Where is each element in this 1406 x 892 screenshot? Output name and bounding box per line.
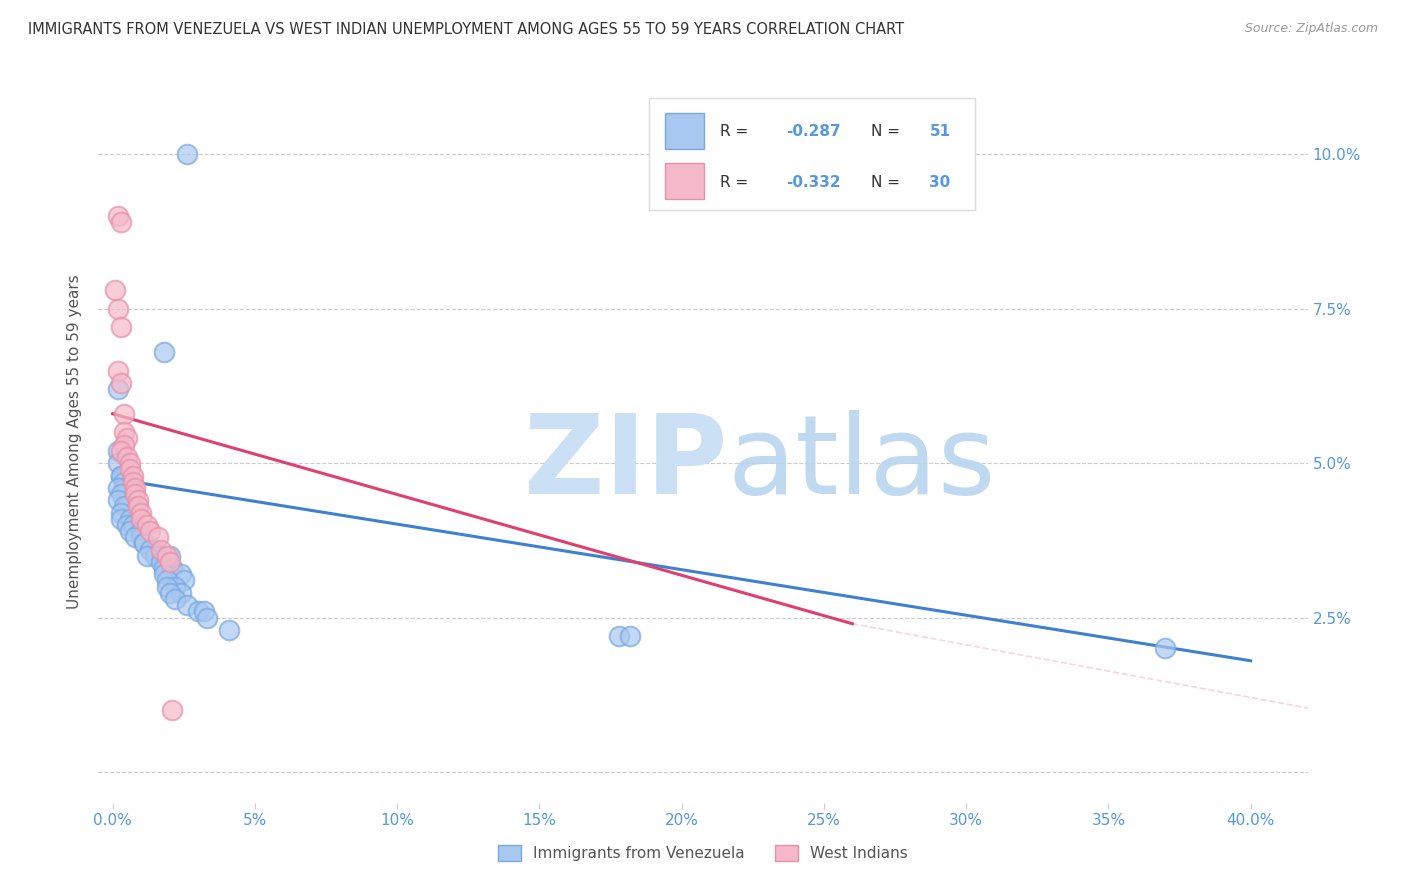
Point: [159, 555, 181, 569]
Point: [110, 215, 132, 229]
Point: [124, 487, 146, 501]
Point: [110, 468, 132, 483]
Point: [110, 320, 132, 334]
Point: [138, 542, 160, 557]
Point: [129, 524, 152, 538]
Point: [173, 574, 195, 588]
Point: [121, 517, 143, 532]
Point: [107, 456, 129, 470]
Legend: Immigrants from Venezuela, West Indians: Immigrants from Venezuela, West Indians: [492, 839, 914, 867]
Point: [132, 536, 155, 550]
Point: [187, 604, 209, 618]
Point: [159, 586, 181, 600]
Point: [107, 493, 129, 508]
Point: [112, 407, 135, 421]
Point: [124, 481, 146, 495]
Point: [107, 209, 129, 223]
Point: [110, 468, 132, 483]
Point: [121, 468, 143, 483]
Point: [107, 363, 129, 377]
Point: [153, 345, 176, 359]
Text: Source: ZipAtlas.com: Source: ZipAtlas.com: [1244, 22, 1378, 36]
Point: [129, 512, 152, 526]
Point: [104, 283, 127, 297]
Point: [156, 574, 179, 588]
Point: [619, 629, 641, 643]
Point: [162, 703, 184, 717]
Point: [107, 443, 129, 458]
Point: [107, 382, 129, 396]
Point: [118, 456, 141, 470]
Text: atlas: atlas: [727, 409, 995, 516]
Point: [156, 549, 179, 563]
Point: [153, 567, 176, 582]
Point: [112, 481, 135, 495]
Point: [121, 475, 143, 489]
Point: [110, 512, 132, 526]
Point: [118, 524, 141, 538]
Point: [110, 506, 132, 520]
Point: [146, 530, 169, 544]
Point: [112, 500, 135, 514]
Point: [112, 468, 135, 483]
Point: [115, 432, 138, 446]
Point: [127, 493, 149, 508]
Point: [127, 500, 149, 514]
Point: [110, 487, 132, 501]
Y-axis label: Unemployment Among Ages 55 to 59 years: Unemployment Among Ages 55 to 59 years: [67, 274, 83, 609]
Point: [153, 561, 176, 575]
Point: [115, 450, 138, 464]
Point: [110, 376, 132, 390]
Point: [165, 580, 187, 594]
Point: [107, 301, 129, 316]
Point: [112, 437, 135, 451]
Point: [143, 542, 166, 557]
Text: ZIP: ZIP: [524, 409, 727, 516]
Point: [112, 475, 135, 489]
Point: [193, 604, 215, 618]
Point: [124, 530, 146, 544]
Point: [170, 567, 193, 582]
Point: [129, 506, 152, 520]
Point: [135, 517, 157, 532]
Point: [138, 524, 160, 538]
Point: [218, 623, 240, 637]
Point: [118, 512, 141, 526]
Point: [135, 549, 157, 563]
Text: IMMIGRANTS FROM VENEZUELA VS WEST INDIAN UNEMPLOYMENT AMONG AGES 55 TO 59 YEARS : IMMIGRANTS FROM VENEZUELA VS WEST INDIAN…: [28, 22, 904, 37]
Point: [110, 443, 132, 458]
Point: [150, 555, 173, 569]
Point: [112, 425, 135, 440]
Point: [176, 147, 198, 161]
Point: [115, 500, 138, 514]
Point: [129, 530, 152, 544]
Point: [195, 610, 218, 624]
Point: [107, 481, 129, 495]
Point: [156, 580, 179, 594]
Point: [143, 549, 166, 563]
Point: [132, 536, 155, 550]
Point: [159, 549, 181, 563]
Point: [150, 542, 173, 557]
Point: [165, 592, 187, 607]
Point: [115, 517, 138, 532]
Point: [162, 561, 184, 575]
Point: [118, 462, 141, 476]
Point: [170, 586, 193, 600]
Point: [176, 598, 198, 612]
Point: [1154, 641, 1177, 656]
Point: [607, 629, 630, 643]
